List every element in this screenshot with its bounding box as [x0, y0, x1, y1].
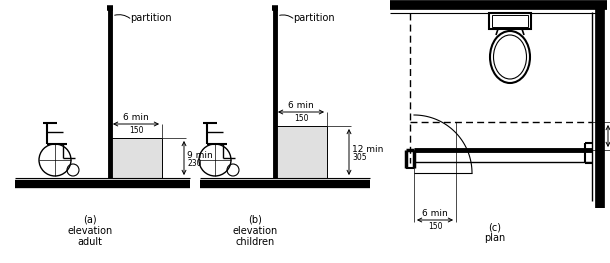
Text: 6 min: 6 min — [288, 101, 314, 110]
Text: (b): (b) — [248, 215, 262, 225]
Text: 6 min: 6 min — [422, 209, 448, 218]
Text: children: children — [235, 237, 274, 247]
Polygon shape — [110, 138, 162, 178]
Text: 150: 150 — [129, 126, 143, 135]
Text: 150: 150 — [294, 114, 308, 123]
Polygon shape — [275, 126, 327, 178]
Text: plan: plan — [484, 233, 506, 243]
Text: 9 min: 9 min — [187, 150, 213, 159]
Text: 12 min: 12 min — [352, 144, 383, 154]
Text: adult: adult — [77, 237, 102, 247]
Text: elevation: elevation — [232, 226, 278, 236]
Text: (a): (a) — [83, 215, 97, 225]
Polygon shape — [489, 13, 531, 29]
Text: 150: 150 — [428, 222, 442, 231]
Text: partition: partition — [130, 13, 171, 23]
Text: 6 min: 6 min — [123, 113, 149, 122]
Text: partition: partition — [293, 13, 335, 23]
Text: (c): (c) — [489, 222, 501, 232]
Ellipse shape — [490, 31, 530, 83]
Text: elevation: elevation — [67, 226, 113, 236]
Text: 305: 305 — [352, 153, 367, 161]
Text: 230: 230 — [187, 159, 201, 168]
